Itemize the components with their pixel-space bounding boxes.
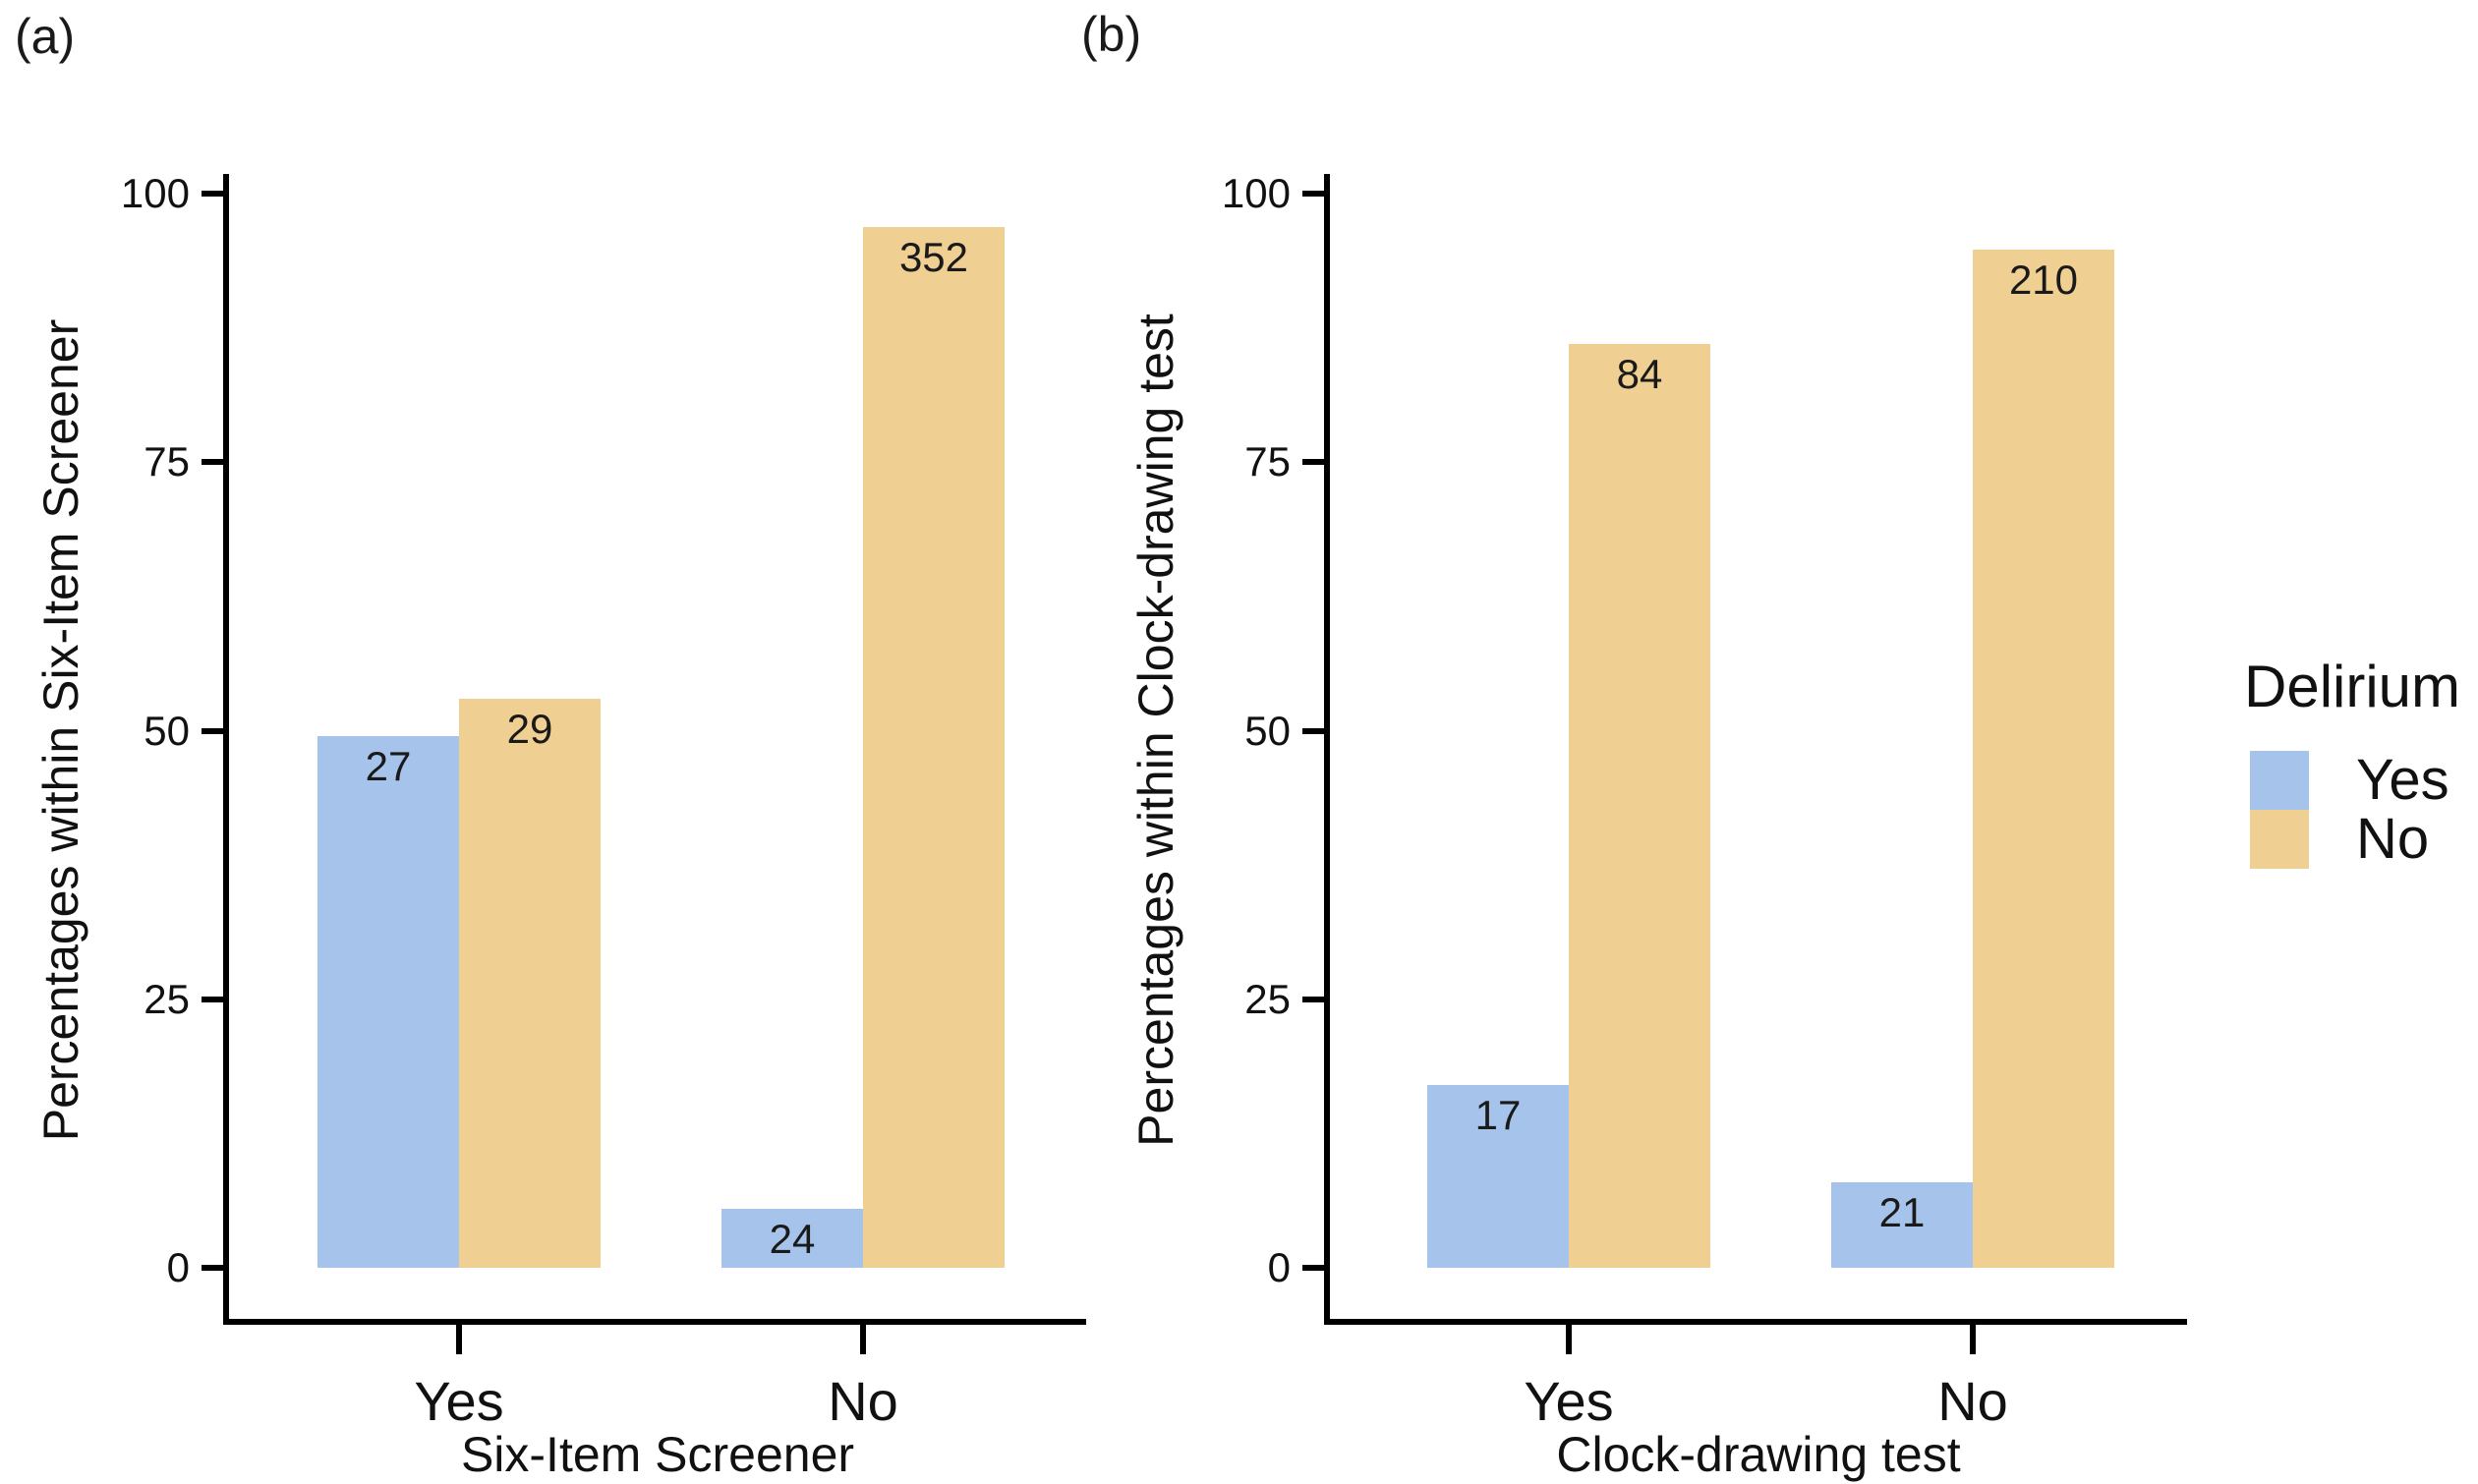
x-category-label: No: [828, 1370, 898, 1432]
y-tick-label: 75: [1244, 438, 1291, 485]
legend-label-yes: Yes: [2356, 748, 2449, 812]
x-axis-line: [223, 1319, 1086, 1325]
y-axis-title: Percentages within Clock-drawing test: [1128, 314, 1183, 1147]
x-axis-title: Six-Item Screener: [460, 1427, 855, 1482]
x-category-label: Yes: [1524, 1370, 1614, 1432]
x-tick-mark: [1566, 1325, 1572, 1354]
y-tick-mark: [202, 459, 229, 466]
y-tick-label: 100: [1221, 170, 1291, 216]
bar-yes-delirium-yes: 27: [317, 736, 459, 1268]
legend-item-yes: Yes: [2244, 751, 2460, 810]
x-category-label: No: [1937, 1370, 2008, 1432]
x-axis-line: [1324, 1319, 2187, 1325]
bar-yes-delirium-yes: 17: [1427, 1085, 1569, 1268]
y-axis-line: [223, 174, 229, 1325]
bar-no-delirium-yes: 24: [721, 1209, 863, 1268]
y-tick-mark: [1302, 459, 1330, 466]
y-tick-mark: [202, 996, 229, 1002]
y-tick-label: 0: [166, 1244, 190, 1290]
bar-count-label: 210: [2008, 257, 2079, 303]
y-axis-line: [1324, 174, 1330, 1325]
bar-no-delirium-no: 210: [1973, 250, 2114, 1268]
y-tick-label: 50: [1244, 707, 1291, 754]
bar-no-delirium-no: 352: [863, 227, 1005, 1268]
bar-yes-delirium-no: 29: [459, 699, 601, 1268]
y-tick-mark: [202, 1265, 229, 1271]
bar-count-label: 21: [1878, 1189, 1926, 1235]
bar-count-label: 17: [1474, 1092, 1522, 1138]
x-axis-title: Clock-drawing test: [1556, 1427, 1961, 1482]
y-tick-label: 25: [1244, 975, 1291, 1022]
legend-key-yes-icon: [2250, 751, 2309, 810]
y-tick-mark: [1302, 996, 1330, 1002]
legend: Delirium Yes No: [2244, 656, 2460, 869]
x-tick-mark: [860, 1325, 866, 1354]
y-tick-label: 100: [120, 170, 190, 216]
bar-no-delirium-yes: 21: [1831, 1182, 1973, 1268]
y-tick-label: 50: [144, 707, 190, 754]
y-tick-label: 0: [1267, 1244, 1291, 1290]
x-category-label: Yes: [414, 1370, 504, 1432]
legend-title: Delirium: [2244, 654, 2461, 719]
panel-a-letter: (a): [15, 9, 76, 64]
y-tick-mark: [1302, 1265, 1330, 1271]
y-tick-mark: [1302, 727, 1330, 734]
bar-count-label: 29: [506, 706, 553, 752]
legend-key-no-icon: [2250, 810, 2309, 869]
bar-count-label: 84: [1616, 351, 1663, 397]
y-tick-label: 25: [144, 975, 190, 1022]
legend-label-no: No: [2356, 807, 2430, 871]
bar-count-label: 27: [365, 743, 412, 789]
x-tick-mark: [456, 1325, 462, 1354]
bar-count-label: 352: [898, 234, 969, 280]
y-tick-mark: [1302, 191, 1330, 197]
y-tick-mark: [202, 191, 229, 197]
panel-b-letter: (b): [1081, 7, 1142, 62]
bar-yes-delirium-no: 84: [1569, 344, 1710, 1268]
bar-count-label: 24: [769, 1216, 816, 1262]
y-tick-mark: [202, 727, 229, 734]
x-tick-mark: [1970, 1325, 1976, 1354]
y-tick-label: 75: [144, 438, 190, 485]
legend-item-no: No: [2244, 810, 2460, 869]
